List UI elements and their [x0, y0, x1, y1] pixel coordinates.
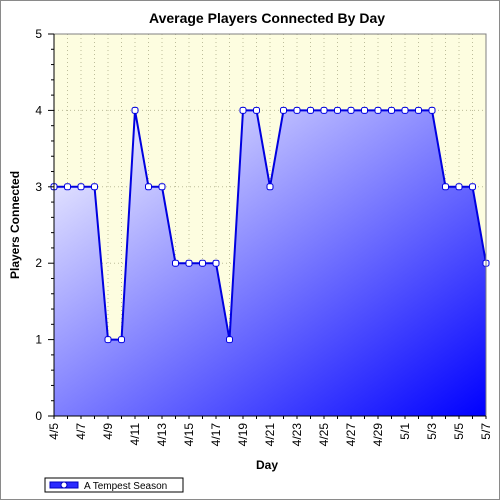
x-tick-label: 5/5: [452, 423, 466, 440]
x-tick-label: 4/11: [128, 423, 142, 446]
x-tick-label: 4/21: [263, 423, 277, 447]
y-axis-ticks: 0 1 2 3 4 5: [35, 27, 54, 423]
x-tick-label: 5/7: [479, 423, 493, 440]
data-point: [280, 106, 287, 114]
x-tick-label: 4/17: [209, 423, 223, 447]
x-tick-label: 4/29: [371, 423, 385, 447]
x-tick-label: 4/7: [74, 423, 88, 440]
data-point: [118, 336, 125, 344]
data-point: [307, 106, 314, 114]
x-tick-label: 4/9: [101, 423, 115, 440]
data-point: [145, 183, 152, 191]
x-axis-ticks: 4/5 4/7 4/9 4/11 4/13 4/15 4/17 4/19 4/21 4/23 4/2…: [47, 416, 493, 446]
x-tick-label: 5/1: [398, 423, 412, 440]
y-tick-label: 0: [35, 409, 42, 423]
data-point: [266, 183, 274, 191]
data-point: [442, 183, 449, 191]
data-point: [212, 259, 220, 267]
data-point: [293, 106, 301, 114]
x-axis-label: Day: [256, 458, 278, 472]
data-point: [334, 106, 341, 114]
data-point: [172, 259, 179, 267]
data-point: [185, 259, 193, 267]
data-point: [361, 106, 368, 114]
data-point: [320, 106, 328, 114]
legend-label: A Tempest Season: [84, 481, 167, 492]
data-point: [131, 106, 139, 114]
x-tick-label: 4/19: [236, 423, 250, 447]
data-point: [415, 106, 422, 114]
data-point: [77, 183, 85, 191]
y-tick-label: 1: [35, 333, 42, 347]
data-point: [91, 183, 98, 191]
x-tick-label: 4/5: [47, 423, 61, 440]
x-tick-label: 4/23: [290, 423, 304, 447]
data-point: [428, 106, 436, 114]
data-point: [388, 106, 395, 114]
data-point: [226, 336, 233, 344]
legend-marker: [60, 481, 68, 489]
data-point: [158, 183, 166, 191]
data-point: [64, 183, 71, 191]
y-tick-label: 2: [35, 256, 42, 270]
x-tick-label: 4/15: [182, 423, 196, 447]
data-point: [374, 106, 382, 114]
legend: A Tempest Season: [44, 477, 184, 493]
y-tick-label: 5: [35, 27, 42, 41]
x-tick-label: 4/27: [344, 423, 358, 447]
data-point: [401, 106, 409, 114]
x-tick-label: 5/3: [425, 423, 439, 440]
y-axis-label: Players Connected: [8, 171, 22, 279]
legend-box: [44, 477, 184, 493]
y-tick-label: 3: [35, 180, 42, 194]
data-point: [253, 106, 260, 114]
x-tick-label: 4/13: [155, 423, 169, 447]
data-point: [199, 259, 206, 267]
y-tick-label: 4: [35, 103, 42, 117]
data-point: [239, 106, 247, 114]
chart-title: Average Players Connected By Day: [149, 10, 385, 26]
data-point: [104, 336, 112, 344]
data-point: [455, 183, 463, 191]
data-point: [347, 106, 355, 114]
data-point: [469, 183, 476, 191]
x-tick-label: 4/25: [317, 423, 331, 447]
